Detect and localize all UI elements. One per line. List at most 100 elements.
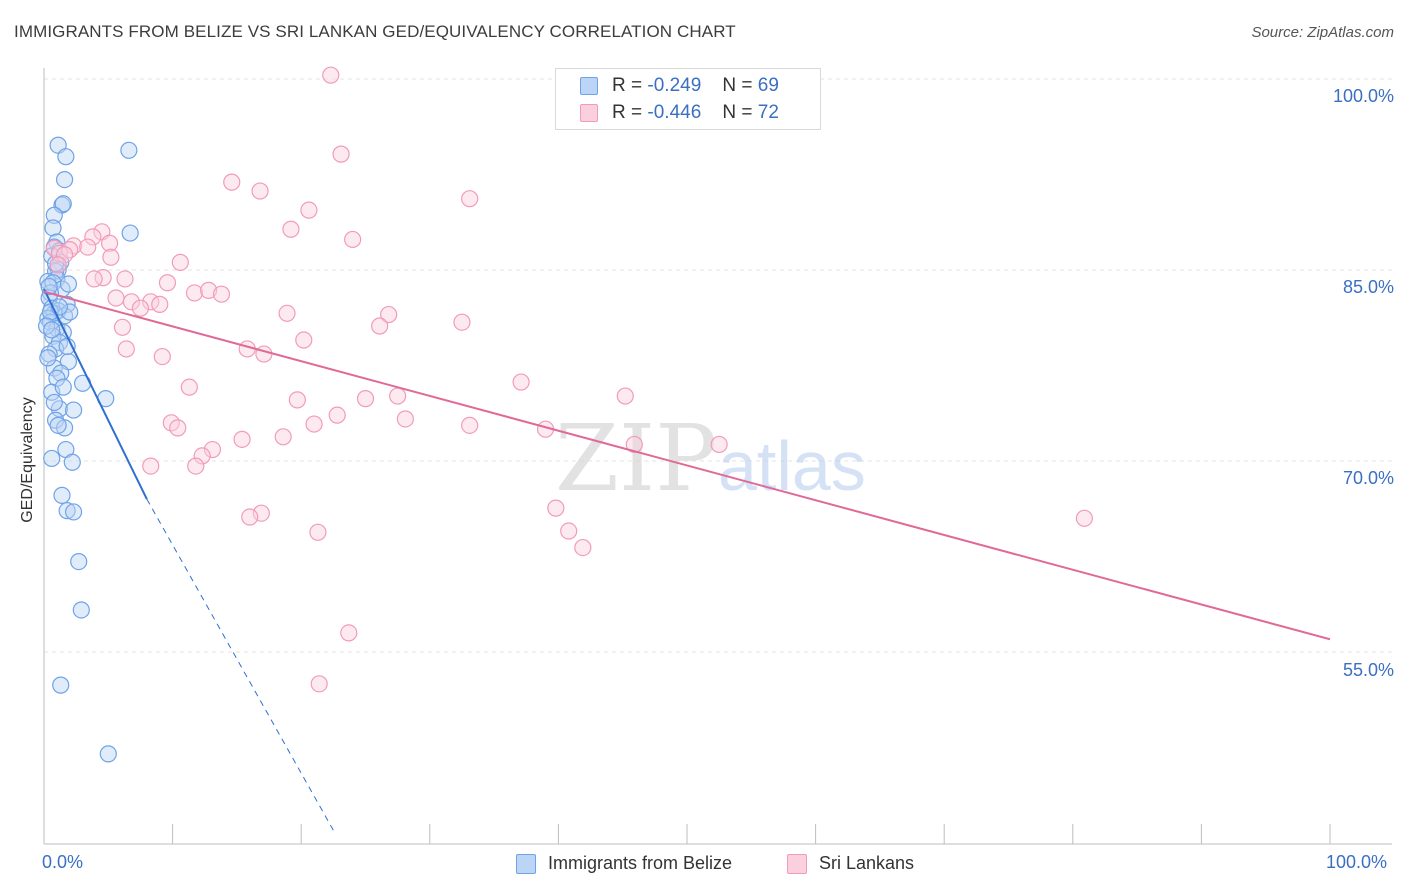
srilankan-trend-line bbox=[43, 290, 1331, 641]
srilankan-point bbox=[322, 66, 340, 84]
srilankan-point bbox=[142, 457, 160, 475]
srilankan-point bbox=[547, 499, 565, 517]
srilankan-point bbox=[710, 435, 728, 454]
n-label: N = bbox=[722, 102, 753, 123]
belize-point bbox=[70, 552, 88, 571]
srilankans-legend-label: Sri Lankans bbox=[819, 853, 915, 873]
srilankan-point bbox=[84, 228, 102, 246]
srilankan-point bbox=[180, 378, 198, 396]
srilankan-point bbox=[212, 285, 231, 303]
srilankan-point bbox=[85, 270, 103, 288]
belize-legend-swatch bbox=[516, 854, 536, 874]
y-tick-label: 100.0% bbox=[1332, 86, 1394, 106]
belize-point bbox=[49, 416, 67, 434]
r-value: -0.249 bbox=[647, 75, 702, 96]
belize-point bbox=[58, 502, 76, 520]
srilankan-point bbox=[187, 457, 205, 475]
belize-point bbox=[55, 170, 74, 189]
srilankan-point bbox=[344, 230, 362, 249]
srilankan-point bbox=[274, 428, 292, 446]
belize-point bbox=[45, 393, 63, 412]
srilankan-point bbox=[151, 295, 169, 313]
srilankan-point bbox=[371, 317, 389, 335]
belize-point bbox=[61, 303, 79, 321]
srilankan-point bbox=[251, 182, 269, 200]
srilankan-point bbox=[295, 331, 313, 349]
srilankan-point bbox=[233, 430, 251, 448]
srilankan-point bbox=[310, 675, 328, 693]
belize-point bbox=[63, 453, 81, 471]
belize-legend-label: Immigrants from Belize bbox=[548, 853, 733, 873]
belize-point bbox=[54, 378, 72, 396]
belize-point bbox=[44, 327, 62, 345]
srilankan-point bbox=[288, 391, 306, 409]
srilankan-point bbox=[340, 624, 358, 642]
belize-point bbox=[53, 486, 71, 504]
stats-legend: R = -0.249 N = 69 R = -0.446 N = 72 bbox=[555, 68, 821, 130]
n-label: N = bbox=[722, 75, 753, 96]
srilankan-point bbox=[560, 522, 578, 540]
srilankan-point bbox=[389, 387, 407, 405]
belize-point bbox=[43, 321, 61, 339]
n-value: 72 bbox=[757, 102, 779, 123]
belize-trend-line bbox=[43, 288, 148, 500]
srilankan-point bbox=[396, 410, 414, 428]
belize-point bbox=[64, 401, 83, 419]
srilankan-point bbox=[255, 345, 273, 363]
srilankans-swatch bbox=[580, 104, 598, 122]
belize-trend-extension bbox=[146, 498, 334, 831]
belize-point bbox=[72, 601, 90, 619]
srilankan-point bbox=[153, 347, 171, 366]
belize-point bbox=[43, 449, 61, 468]
belize-point bbox=[64, 503, 83, 521]
belize-point bbox=[54, 195, 72, 213]
srilankan-point bbox=[122, 293, 141, 311]
srilankan-point bbox=[309, 523, 327, 541]
srilankans-legend-swatch bbox=[787, 854, 807, 874]
srilankan-point bbox=[55, 246, 74, 264]
srilankan-point bbox=[49, 256, 67, 274]
r-value: -0.446 bbox=[647, 102, 702, 123]
srilankan-point bbox=[169, 419, 187, 437]
srilankan-point bbox=[1075, 509, 1093, 527]
belize-point bbox=[44, 219, 62, 237]
belize-swatch bbox=[580, 77, 598, 95]
y-tick-label: 85.0% bbox=[1342, 277, 1394, 297]
srilankan-point bbox=[380, 305, 398, 324]
r-label: R = bbox=[612, 102, 643, 123]
source-label: Source: ZipAtlas.com bbox=[1251, 24, 1394, 41]
belize-point bbox=[57, 148, 75, 166]
srilankan-point bbox=[241, 508, 259, 526]
srilankan-point bbox=[223, 173, 241, 191]
belize-point bbox=[59, 275, 78, 293]
srilankan-point bbox=[512, 373, 530, 391]
srilankan-point bbox=[193, 447, 211, 465]
belize-point bbox=[99, 745, 117, 763]
watermark-zip: ZIP bbox=[555, 405, 717, 512]
srilankan-point bbox=[282, 220, 300, 238]
srilankan-point bbox=[116, 270, 134, 288]
srilankan-point bbox=[278, 304, 296, 322]
srilankan-point bbox=[616, 387, 634, 405]
srilankan-point bbox=[574, 538, 592, 557]
srilankan-point bbox=[131, 299, 150, 317]
srilankan-point bbox=[625, 435, 643, 454]
srilankan-point bbox=[61, 241, 79, 259]
srilankan-point bbox=[300, 201, 318, 219]
srilankan-point bbox=[328, 406, 346, 424]
belize-point bbox=[121, 224, 139, 242]
watermark-atlas: atlas bbox=[718, 427, 866, 505]
srilankan-point bbox=[102, 248, 120, 266]
srilankan-point bbox=[94, 269, 112, 287]
belize-point bbox=[120, 141, 138, 159]
srilankan-point bbox=[453, 313, 471, 331]
y-tick-label: 70.0% bbox=[1342, 468, 1394, 488]
srilankan-point bbox=[305, 415, 323, 433]
srilankan-point bbox=[100, 234, 119, 252]
n-value: 69 bbox=[757, 75, 779, 96]
belize-point bbox=[45, 206, 63, 224]
srilankan-point bbox=[158, 274, 177, 292]
belize-point bbox=[39, 349, 57, 367]
srilankan-point bbox=[203, 440, 222, 459]
